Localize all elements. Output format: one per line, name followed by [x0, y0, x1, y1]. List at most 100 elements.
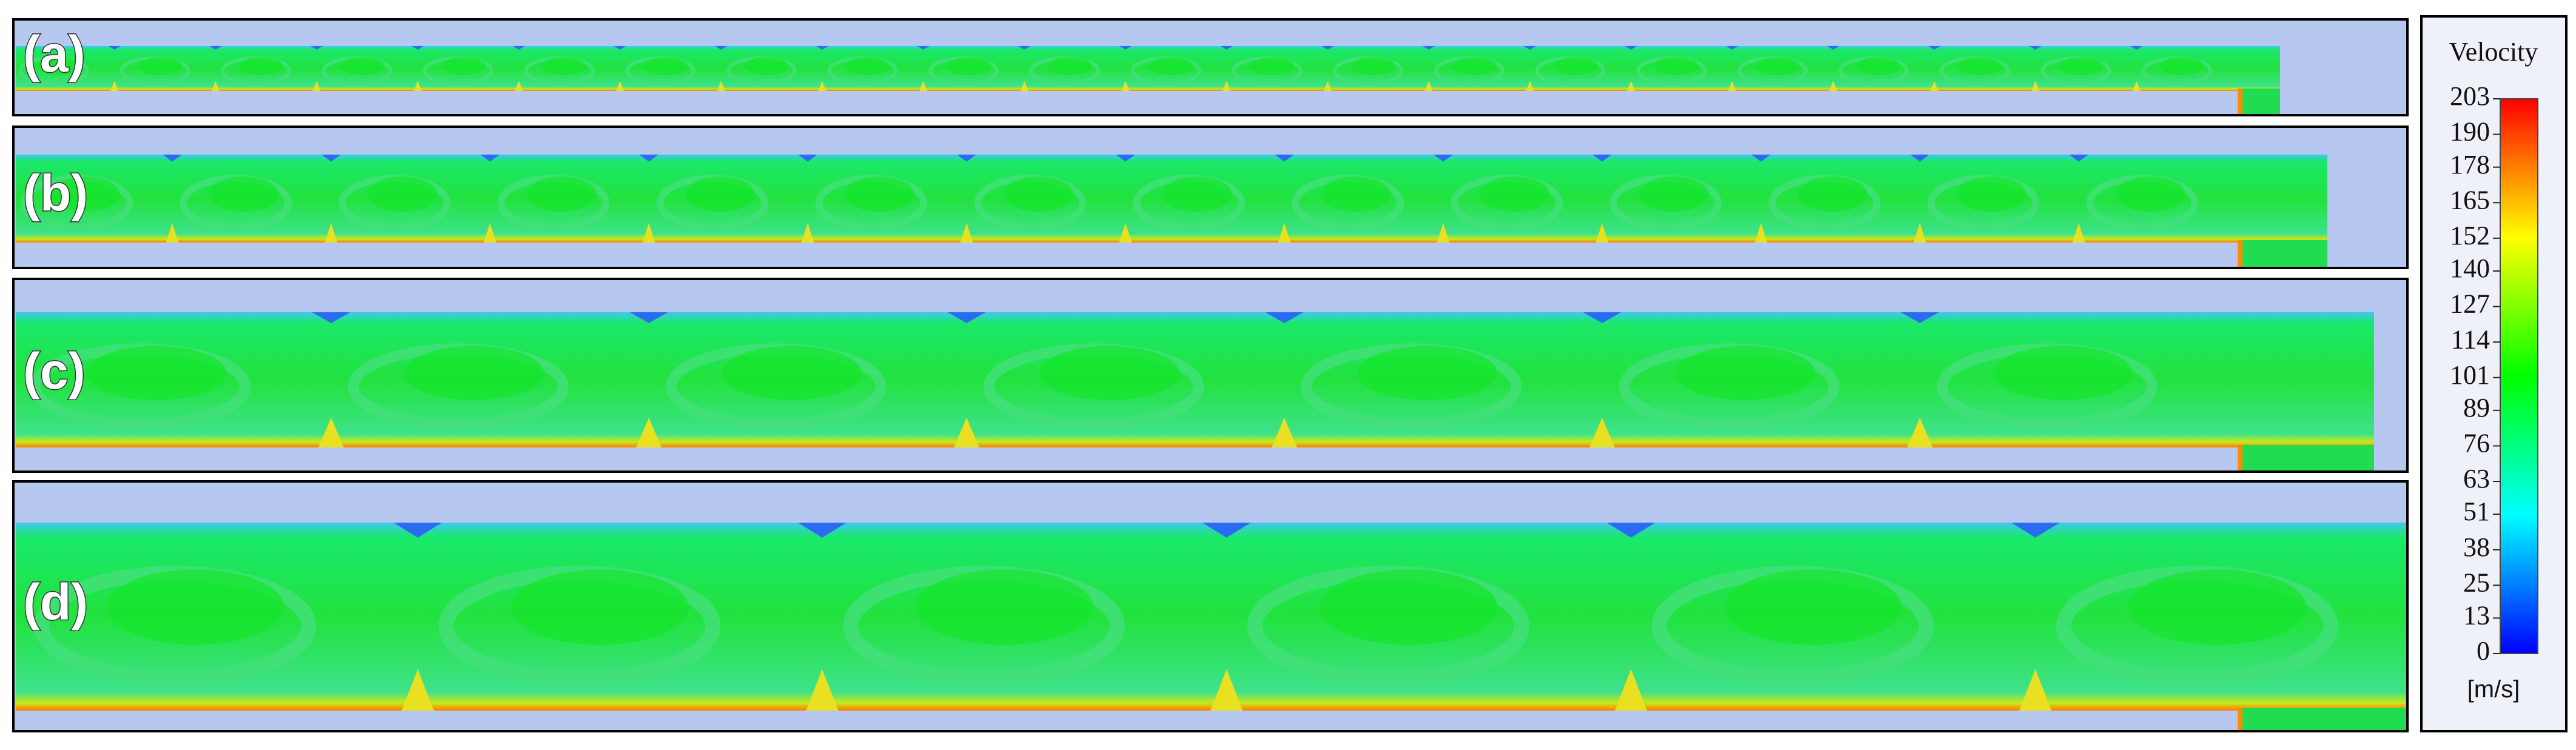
top-notch — [1202, 523, 1251, 538]
vortex-core — [1755, 57, 1800, 76]
top-notch — [1220, 46, 1233, 50]
jet-spike — [1913, 223, 1927, 243]
vortex-core — [1654, 57, 1699, 76]
vortex-core — [1956, 176, 2027, 212]
jet-spike — [1278, 223, 1291, 243]
vortex-core — [238, 57, 284, 76]
colorbar-tick-label: 25 — [2463, 568, 2490, 597]
colorbar-tick-label: 51 — [2463, 497, 2490, 526]
top-notch — [1119, 46, 1132, 50]
vortex-core — [2115, 176, 2185, 212]
flow-field — [16, 46, 2280, 91]
vortex-core — [1321, 176, 1391, 212]
outlet-edge — [2238, 445, 2242, 472]
top-notch — [512, 46, 525, 50]
vortex-core — [36, 57, 81, 76]
vortex-core — [1350, 57, 1396, 76]
jet-spike — [1829, 81, 1837, 91]
jet-spike — [636, 417, 662, 447]
vortex-core — [138, 57, 183, 76]
jet-spike — [2072, 223, 2085, 243]
vortex-core — [441, 57, 486, 76]
jet-spike — [1323, 81, 1332, 91]
outlet-edge — [2238, 708, 2242, 731]
vortex-core — [1162, 176, 1232, 212]
jet-spike — [1424, 81, 1433, 91]
top-notch — [1275, 155, 1294, 162]
vortex-core — [1250, 57, 1295, 76]
jet-spike — [1930, 81, 1939, 91]
vortex-core — [744, 57, 789, 76]
vortex-core — [1047, 57, 1092, 76]
vortex-core — [1452, 57, 1497, 76]
vortex-core — [1357, 346, 1498, 400]
top-notch — [2130, 46, 2143, 50]
panels: (a) (b) (c) (d) — [12, 18, 2409, 732]
jet-spike — [2132, 81, 2141, 91]
top-notch — [1928, 46, 1940, 50]
flow-field — [16, 523, 2407, 711]
top-notch — [1523, 46, 1536, 50]
vortex-core — [50, 176, 120, 212]
vortex-core — [1856, 57, 1901, 76]
vortex-core — [1003, 176, 1073, 212]
jet-spike — [166, 223, 179, 243]
vortex-core — [209, 176, 279, 212]
jet-spike — [1614, 669, 1648, 711]
jet-spike — [1272, 417, 1297, 447]
vortex-core — [685, 176, 756, 212]
colorbar-tick-label: 13 — [2463, 600, 2490, 630]
jet-spike — [642, 223, 656, 243]
vortex-core — [1553, 57, 1598, 76]
jet-spike — [1589, 417, 1615, 447]
vortex-core — [86, 346, 227, 400]
jet-spike — [324, 223, 338, 243]
colorbar-title: Velocity — [2449, 37, 2538, 67]
colorbar-tick-label: 140 — [2450, 253, 2490, 283]
top-notch — [947, 312, 986, 323]
colorbar-tick-label: 190 — [2450, 117, 2490, 147]
colorbar-tick-label: 63 — [2463, 464, 2490, 494]
jet-spike — [1907, 417, 1933, 447]
jet-spike — [1626, 81, 1635, 91]
top-notch — [1827, 46, 1840, 50]
jet-spike — [615, 81, 625, 91]
vortex-core — [915, 569, 1093, 645]
vortex-core — [1675, 346, 1816, 400]
vortex-core — [946, 57, 991, 76]
top-notch — [163, 155, 182, 162]
vortex-core — [845, 57, 890, 76]
panel-frame — [12, 126, 2409, 269]
top-notch — [321, 155, 341, 162]
top-notch — [2011, 523, 2060, 538]
top-notch — [1625, 46, 1637, 50]
top-notch — [639, 155, 659, 162]
top-notch — [393, 523, 442, 538]
top-notch — [629, 312, 668, 323]
vortex-core — [526, 176, 597, 212]
colorbar-tick-label: 89 — [2463, 393, 2490, 423]
top-notch — [480, 155, 500, 162]
panel-frame — [12, 480, 2409, 732]
jet-spike — [919, 81, 928, 91]
vortex-core — [542, 57, 587, 76]
colorbar-unit: [m/s] — [2467, 676, 2520, 703]
vortex-core — [1957, 57, 2002, 76]
jet-spike — [483, 223, 497, 243]
top-notch — [614, 46, 626, 50]
vortex-core — [1480, 176, 1550, 212]
outlet-flow — [2238, 708, 2407, 731]
colorbar-tick-label: 127 — [2450, 289, 2490, 319]
jet-spike — [960, 223, 973, 243]
jet-spike — [110, 81, 119, 91]
colorbar-tick-label: 165 — [2450, 185, 2490, 215]
colorbar-gradient — [2500, 98, 2538, 654]
jet-spike — [1119, 223, 1132, 243]
outlet-flow — [2238, 445, 2374, 472]
top-notch — [957, 155, 976, 162]
jet-spike — [401, 669, 434, 711]
top-notch — [797, 523, 847, 538]
top-notch — [816, 46, 828, 50]
top-notch — [1583, 312, 1622, 323]
